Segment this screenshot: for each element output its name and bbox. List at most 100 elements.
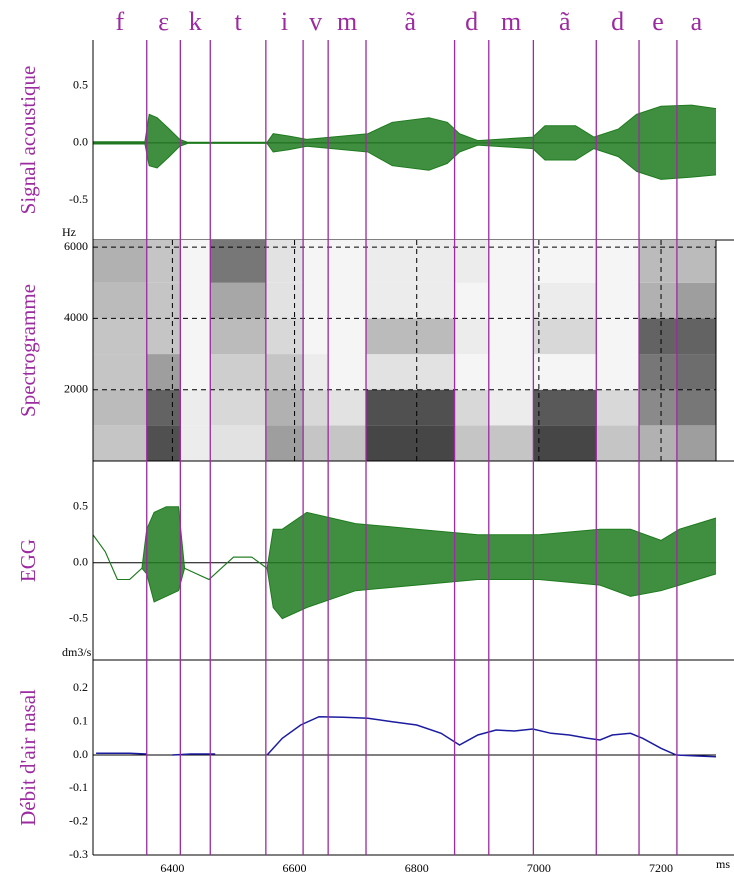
spectrogram-cell xyxy=(93,318,147,355)
y-axis-title: Débit d'air nasal xyxy=(16,689,40,826)
spectrogram-cell xyxy=(146,389,181,426)
spectrogram-cell xyxy=(639,240,677,283)
spectrogram-cell xyxy=(488,282,534,319)
phoneme-label: v xyxy=(309,7,322,36)
spectrogram-cell xyxy=(676,354,716,390)
x-tick-label: 7200 xyxy=(649,861,673,875)
y-axis-title: Spectrogramme xyxy=(16,284,40,417)
y-tick-label: 4000 xyxy=(64,310,88,324)
phoneme-label: ã xyxy=(559,7,571,36)
y-unit: Hz xyxy=(62,225,76,239)
spectrogram-cell xyxy=(265,282,304,319)
y-tick-label: 0.0 xyxy=(73,135,88,149)
spectrogram-cell xyxy=(265,389,304,426)
spectrogram-cell xyxy=(596,389,640,426)
envelope xyxy=(93,104,717,143)
phoneme-label: i xyxy=(281,7,288,36)
spectrogram-cell xyxy=(488,389,534,426)
spectrogram-cell xyxy=(328,389,367,426)
phoneme-label: e xyxy=(652,7,664,36)
y-tick-label: 0.0 xyxy=(73,554,88,568)
x-axis-title: ms xyxy=(716,857,730,871)
spectrogram-cell xyxy=(146,425,181,461)
phoneme-label: d xyxy=(465,7,478,36)
spectrogram-cell xyxy=(596,425,640,461)
spectrogram-cell xyxy=(366,282,455,319)
spectrogram-cell xyxy=(210,389,266,426)
spectrogram-cell xyxy=(265,425,304,461)
spectrogram-cell xyxy=(146,240,181,283)
spectrogram-cell xyxy=(328,282,367,319)
spectrogram-cell xyxy=(454,240,489,283)
phoneme-label: t xyxy=(234,7,242,36)
spectrogram-cell xyxy=(533,318,597,355)
y-tick-label: 2000 xyxy=(64,381,88,395)
spectrogram-cell xyxy=(533,389,597,426)
phoneme-label: ε xyxy=(158,7,169,36)
spectrogram-cell xyxy=(366,354,455,390)
spectrogram-cell xyxy=(328,240,367,283)
spectrogram-cell xyxy=(303,240,329,283)
y-tick-label: -0.1 xyxy=(69,780,88,794)
spectrogram-cell xyxy=(533,240,597,283)
phoneme-label: ã xyxy=(405,7,417,36)
spectrogram-cell xyxy=(488,425,534,461)
spectrogram-cell xyxy=(210,354,266,390)
waveform-fill xyxy=(93,105,716,180)
y-tick-label: 0.0 xyxy=(73,747,88,761)
spectrogram-cell xyxy=(639,354,677,390)
spectrogram-cell xyxy=(180,240,211,283)
spectrogram-cell xyxy=(366,425,455,461)
spectrogram-cell xyxy=(366,318,455,355)
y-tick-label: 0.5 xyxy=(73,77,88,91)
spectrogram-cell xyxy=(488,240,534,283)
envelope xyxy=(92,534,717,620)
spectrogram-cell xyxy=(596,318,640,355)
x-tick-label: 7000 xyxy=(527,861,551,875)
envelope xyxy=(93,142,717,180)
spectrogram-cell xyxy=(180,318,211,355)
x-tick-label: 6400 xyxy=(160,861,184,875)
phoneme-label: k xyxy=(189,7,202,36)
spectrogram-cell xyxy=(146,318,181,355)
spectrogram-cell xyxy=(488,318,534,355)
spectrogram-cell xyxy=(639,425,677,461)
y-tick-label: 0.1 xyxy=(73,713,88,727)
spectrogram-cell xyxy=(93,389,147,426)
spectrogram-cell xyxy=(265,354,304,390)
spectrogram-cell xyxy=(180,425,211,461)
spectrogram-cell xyxy=(93,282,147,319)
spectrogram-cell xyxy=(454,318,489,355)
line xyxy=(96,715,717,758)
spectrogram-cell xyxy=(303,318,329,355)
spectrogram-cell xyxy=(265,240,304,283)
waveform-fill xyxy=(93,506,716,619)
x-tick-label: 6600 xyxy=(283,861,307,875)
y-unit: dm3/s xyxy=(62,645,92,659)
spectrogram-cell xyxy=(303,389,329,426)
spectrogram-cell xyxy=(533,425,597,461)
spectrogram-cell xyxy=(676,282,716,319)
spectrogram-cell xyxy=(676,425,716,461)
phoneme-label: m xyxy=(337,7,357,36)
spectrogram-cell xyxy=(596,282,640,319)
spectrogram-cell xyxy=(303,282,329,319)
spectrogram-cell xyxy=(180,354,211,390)
y-axis-title: EGG xyxy=(16,539,40,582)
spectrogram-cell xyxy=(366,389,455,426)
phoneme-label: d xyxy=(611,7,624,36)
spectrogram-cell xyxy=(265,318,304,355)
spectrogram-cell xyxy=(639,318,677,355)
y-tick-label: -0.2 xyxy=(69,813,88,827)
y-tick-label: 0.5 xyxy=(73,499,88,513)
spectrogram-cell xyxy=(146,354,181,390)
spectrogram-cell xyxy=(676,318,716,355)
spectrogram-cell xyxy=(454,389,489,426)
spectrogram-cell xyxy=(454,282,489,319)
spectrogram-cell xyxy=(210,425,266,461)
phoneme-label: m xyxy=(501,7,521,36)
y-tick-label: 6000 xyxy=(64,239,88,253)
spectrogram-cell xyxy=(93,354,147,390)
